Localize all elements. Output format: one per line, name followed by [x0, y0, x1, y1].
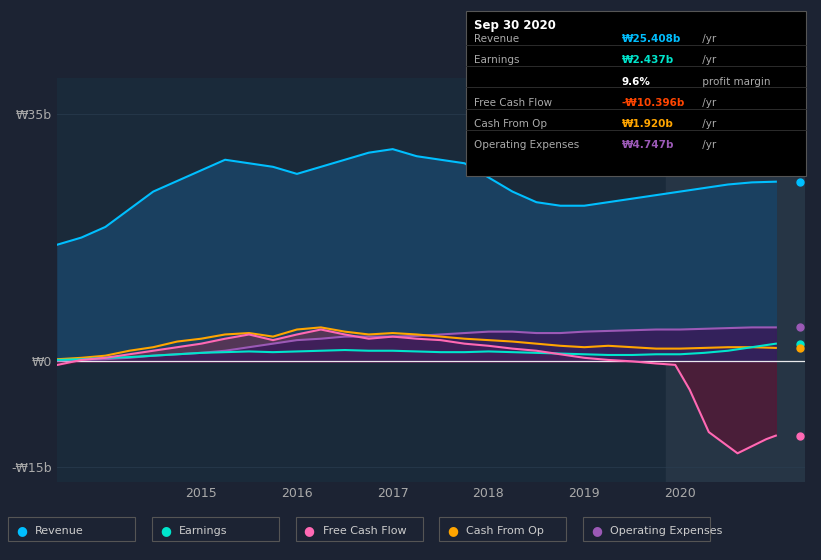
- Text: Operating Expenses: Operating Expenses: [610, 526, 722, 536]
- Text: Free Cash Flow: Free Cash Flow: [323, 526, 406, 536]
- Text: Revenue: Revenue: [35, 526, 84, 536]
- Text: Revenue: Revenue: [474, 34, 519, 44]
- Text: ●: ●: [16, 524, 27, 537]
- Text: Cash From Op: Cash From Op: [474, 119, 547, 129]
- Text: ●: ●: [591, 524, 602, 537]
- Text: Sep 30 2020: Sep 30 2020: [474, 19, 556, 32]
- Text: ●: ●: [160, 524, 171, 537]
- Text: /yr: /yr: [699, 98, 717, 108]
- Text: -₩10.396b: -₩10.396b: [621, 98, 685, 108]
- Text: ₩1.920b: ₩1.920b: [621, 119, 673, 129]
- Text: Operating Expenses: Operating Expenses: [474, 141, 579, 151]
- Text: /yr: /yr: [699, 34, 717, 44]
- Text: ₩2.437b: ₩2.437b: [621, 55, 674, 66]
- Text: Earnings: Earnings: [474, 55, 519, 66]
- Text: ●: ●: [304, 524, 314, 537]
- Text: Cash From Op: Cash From Op: [466, 526, 544, 536]
- Bar: [666, 78, 805, 482]
- Text: /yr: /yr: [699, 55, 717, 66]
- Text: profit margin: profit margin: [699, 77, 771, 87]
- Text: Earnings: Earnings: [179, 526, 227, 536]
- Text: ₩4.747b: ₩4.747b: [621, 141, 674, 151]
- Text: ●: ●: [447, 524, 458, 537]
- Text: Free Cash Flow: Free Cash Flow: [474, 98, 552, 108]
- Text: /yr: /yr: [699, 119, 717, 129]
- Text: 9.6%: 9.6%: [621, 77, 650, 87]
- Text: /yr: /yr: [699, 141, 717, 151]
- Text: ₩25.408b: ₩25.408b: [621, 34, 681, 44]
